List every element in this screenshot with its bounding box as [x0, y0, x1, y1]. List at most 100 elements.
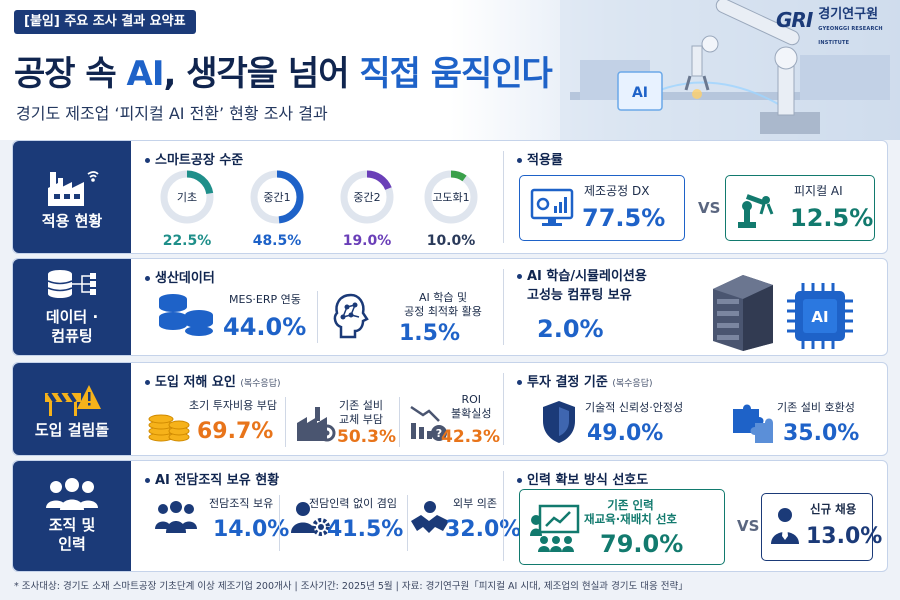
donut-mid1: 중간1 48.5%	[249, 169, 305, 249]
row-label-barriers: 도입 걸림돌	[13, 363, 131, 455]
donut-value: 10.0%	[426, 233, 476, 249]
divider	[317, 291, 318, 343]
criteria-label: 기술적 신뢰성·안정성	[585, 401, 684, 414]
people-group-icon	[46, 478, 98, 510]
row-organization: 조직 및 인력 AI 전담조직 보유 현황 전담조직 보유 14.0% 전담인력…	[12, 460, 888, 572]
donut-arc	[160, 170, 214, 224]
divider	[285, 397, 286, 447]
attachment-tag: [붙임] 주요 조사 결과 요약표	[14, 10, 196, 34]
divider	[399, 397, 400, 447]
org-value: 14.0%	[213, 517, 290, 542]
row-label-text: 도입 걸림돌	[34, 420, 110, 439]
criteria-value: 49.0%	[587, 421, 664, 446]
puzzle-icon	[733, 404, 773, 443]
hero-ai-text: AI	[632, 85, 648, 101]
handshake-icon	[411, 501, 449, 533]
divider	[279, 495, 280, 551]
ai-training-value: 1.5%	[399, 321, 461, 346]
org-label: 외부 의존	[453, 497, 497, 510]
shield-icon	[543, 401, 575, 443]
hpc-value: 2.0%	[537, 315, 604, 343]
donut-arc	[250, 170, 304, 224]
smart-factory-level-title: 스마트공장 수준	[145, 149, 243, 168]
new-hire-label: 신규 채용	[810, 502, 857, 516]
page-title: 공장 속 AI, 생각을 넘어 직접 움직인다	[14, 54, 553, 94]
server-chip-icon: AI	[713, 275, 853, 351]
production-data-title: 생산데이터	[145, 267, 215, 286]
retrain-card: 기존 인력 재교육·재배치 선호 79.0%	[519, 489, 725, 565]
factory-icon	[48, 170, 99, 206]
gri-logo: GRI 경기연구원 GYEONGGI RESEARCH INSTITUTE	[776, 7, 883, 47]
barrier-value: 42.3%	[441, 427, 500, 447]
row-label-text: 데이터 · 컴퓨팅	[45, 308, 99, 345]
section-divider	[503, 151, 504, 243]
monitor-chart-icon	[530, 188, 574, 226]
database-network-icon	[47, 270, 96, 298]
chip-ai-text: AI	[811, 308, 828, 326]
coins-icon	[148, 414, 190, 442]
barrier-label: ROI 불확실성	[451, 393, 492, 420]
person-tie-icon	[771, 508, 799, 544]
row-data-computing: 데이터 · 컴퓨팅 생산데이터 MES·ERP 연동 44.0% AI 학습 및…	[12, 258, 888, 356]
workforce-preference-title: 인력 확보 방식 선호도	[517, 469, 648, 488]
robot-arm-illustration: AI	[560, 0, 900, 140]
factory-equipment-icon	[297, 407, 336, 442]
physical-ai-label: 피지컬 AI	[794, 184, 843, 198]
hpc-title: AI 학습/시뮬레이션용 고성능 컴퓨팅 보유	[517, 267, 647, 305]
donut-mid2: 중간2 19.0%	[339, 169, 395, 249]
row-label-application: 적용 현황	[13, 141, 131, 253]
investment-criteria-title: 투자 결정 기준 (복수응답)	[517, 371, 653, 390]
donut-value: 48.5%	[252, 233, 302, 249]
database-icon	[159, 294, 213, 336]
donut-advanced1: 고도화1 10.0%	[423, 169, 479, 249]
donut-basic: 기초 22.5%	[159, 169, 215, 249]
section-divider	[503, 269, 504, 345]
training-icon	[530, 504, 580, 552]
org-label: 전담조직 보유	[209, 497, 274, 510]
page-subtitle: 경기도 제조업 ‘피지컬 AI 전환’ 현황 조사 결과	[16, 104, 328, 123]
donut-arc	[340, 170, 394, 224]
barrier-value: 50.3%	[337, 427, 396, 447]
ai-brain-icon	[333, 293, 369, 339]
section-divider	[503, 471, 504, 561]
org-value: 32.0%	[445, 517, 522, 542]
barrier-label: 초기 투자비용 부담	[189, 399, 277, 412]
dx-value: 77.5%	[582, 204, 666, 232]
org-label: 전담인력 없이 겸임	[309, 497, 397, 510]
vs-text: VS	[737, 517, 760, 535]
mes-erp-label: MES·ERP 연동	[229, 293, 301, 306]
svg-text:?: ?	[436, 427, 442, 440]
dx-card: 제조공정 DX 77.5%	[519, 175, 685, 241]
ai-training-label: AI 학습 및 공정 최적화 활용	[404, 291, 482, 318]
physical-ai-card: 피지컬 AI 12.5%	[725, 175, 875, 241]
donut-value: 19.0%	[342, 233, 392, 249]
barrier-label: 기존 설비 교체 부담	[339, 399, 383, 426]
row-label-text: 조직 및 인력	[48, 516, 96, 553]
robot-arm-icon	[738, 194, 774, 228]
criteria-label: 기존 설비 호환성	[777, 401, 855, 414]
donut-value: 22.5%	[162, 233, 212, 249]
criteria-value: 35.0%	[783, 421, 860, 446]
team-icon	[155, 501, 197, 533]
row-label-data: 데이터 · 컴퓨팅	[13, 259, 131, 355]
new-hire-card: 신규 채용 13.0%	[761, 493, 882, 561]
row-label-organization: 조직 및 인력	[13, 461, 131, 571]
row-application-status: 적용 현황 스마트공장 수준 기초 22.5% 중간1 48.5% 중간2 19…	[12, 140, 888, 254]
dx-label: 제조공정 DX	[584, 184, 650, 198]
roi-chart-icon: ?	[410, 405, 447, 441]
retrain-label: 기존 인력 재교육·재배치 선호	[584, 498, 678, 526]
row-barriers: 도입 걸림돌 도입 저해 요인 (복수응답) 초기 투자비용 부담 69.7% …	[12, 362, 888, 456]
barrier-value: 69.7%	[197, 419, 274, 444]
retrain-value: 79.0%	[600, 530, 684, 558]
divider	[407, 495, 408, 551]
application-rate-title: 적용률	[517, 149, 563, 168]
row-label-text: 적용 현황	[41, 211, 103, 230]
barrier-factors-title: 도입 저해 요인 (복수응답)	[145, 371, 281, 390]
warning-barrier-icon	[45, 384, 101, 416]
footnote: * 조사대상: 경기도 소재 스마트공장 기초단계 이상 제조기업 200개사 …	[14, 581, 688, 592]
section-divider	[503, 373, 504, 445]
person-gear-icon	[291, 502, 330, 536]
vs-text: VS	[698, 199, 721, 217]
physical-ai-value: 12.5%	[790, 204, 874, 232]
donut-arc	[424, 170, 478, 224]
